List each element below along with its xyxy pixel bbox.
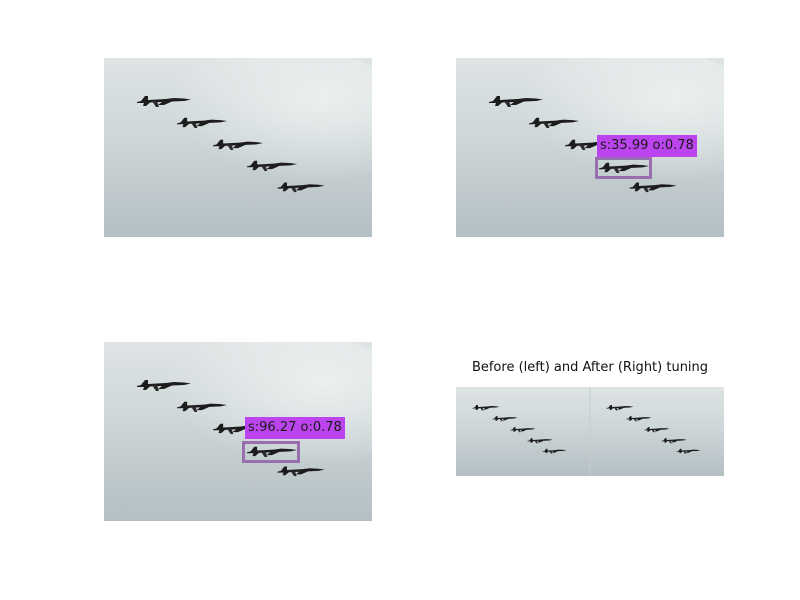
photo-panel-after: s:96.27 o:0.78 <box>104 342 372 521</box>
comparison-caption: Before (left) and After (Right) tuning <box>471 360 709 375</box>
jets-formation-image <box>104 58 372 237</box>
detection-score-label: s:96.27 o:0.78 <box>245 417 345 439</box>
detection-box <box>242 441 300 463</box>
photo-panel-comparison <box>456 387 724 476</box>
detection-score-label: s:35.99 o:0.78 <box>597 135 697 157</box>
comparison-image <box>456 387 724 476</box>
photo-panel-before: s:35.99 o:0.78 <box>456 58 724 237</box>
photo-panel-original <box>104 58 372 237</box>
detection-box <box>595 157 652 179</box>
